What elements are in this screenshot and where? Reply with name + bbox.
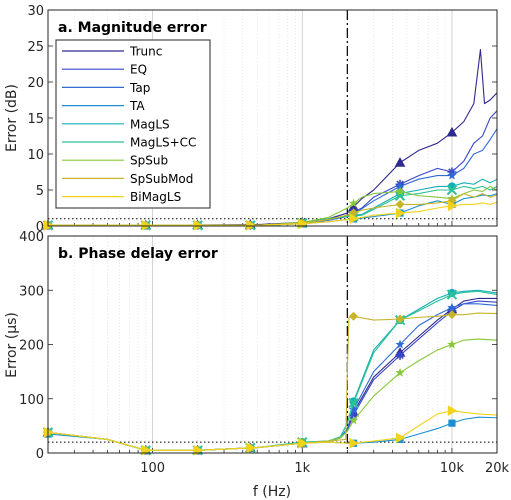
x-tick-label: 10k <box>440 461 465 476</box>
y-tick-label: 15 <box>27 112 44 127</box>
y-tick-label: 0 <box>36 220 44 235</box>
x-tick-labels: 100 1k 10k 20k <box>140 461 509 476</box>
data-point-marker <box>348 404 359 414</box>
data-point-marker <box>193 219 204 231</box>
x-axis-label: f (Hz) <box>253 484 291 500</box>
data-point-marker <box>349 410 359 420</box>
data-point-marker <box>349 437 360 449</box>
data-point-marker <box>141 219 152 231</box>
y-tick-label: 25 <box>27 40 44 55</box>
x-tick-label: 100 <box>140 461 165 476</box>
y-tick-label: 30 <box>27 4 44 19</box>
panel-b-plot <box>42 288 498 456</box>
legend-label: SpSubMod <box>130 172 193 186</box>
data-point-marker <box>394 190 406 201</box>
data-point-marker <box>446 289 458 300</box>
data-point-marker <box>447 200 458 212</box>
panel-b-yticks: 0 100 200 300 400 <box>19 230 497 462</box>
legend-entry-magls-cc: MagLS+CC <box>62 136 196 150</box>
legend-label: BiMagLS <box>130 190 181 204</box>
legend-label: MagLS <box>130 117 170 131</box>
data-point-marker <box>348 198 359 208</box>
x-tick-label: 20k <box>485 461 510 476</box>
panel-b-ylabel: Error (μs) <box>4 312 20 378</box>
y-tick-label: 20 <box>27 76 44 91</box>
y-tick-label: 10 <box>27 148 44 163</box>
panel-b-background <box>48 236 497 453</box>
data-point-marker <box>447 405 458 417</box>
data-point-marker <box>395 314 405 324</box>
data-point-marker <box>395 199 405 209</box>
data-point-marker <box>395 181 405 191</box>
data-point-marker <box>395 186 405 196</box>
panel-a-plot <box>42 49 498 231</box>
data-point-marker <box>246 442 256 454</box>
legend-label: EQ <box>130 63 147 77</box>
panel-b-grid <box>73 236 498 453</box>
data-point-marker <box>395 367 405 377</box>
legend: Trunc EQ Tap TA MagLS MagLS+CC SpSub SpSubMod Bi… <box>55 39 211 209</box>
x-tick-label: 1k <box>294 461 310 476</box>
data-point-marker <box>447 339 457 349</box>
data-point-marker <box>395 339 405 349</box>
panel-a: 0 5 10 15 20 25 30 a. Magnitude error Error (d… <box>4 4 498 235</box>
legend-label: MagLS+CC <box>130 136 196 150</box>
data-point-marker <box>446 184 458 196</box>
data-point-marker <box>395 207 406 219</box>
data-point-marker <box>349 213 360 224</box>
legend-entry-magls: MagLS <box>62 117 170 131</box>
panel-b-refs <box>48 236 497 453</box>
data-point-marker <box>446 126 458 137</box>
legend-label: TA <box>129 99 145 113</box>
data-point-marker <box>349 311 359 321</box>
legend-entry-eq: EQ <box>62 63 147 77</box>
data-point-marker <box>395 350 405 360</box>
y-tick-label: 0 <box>36 447 44 462</box>
y-tick-label: 100 <box>19 393 44 408</box>
panel-a-refs <box>48 10 497 226</box>
legend-entry-spsubmod: SpSubMod <box>62 172 193 186</box>
data-point-marker <box>298 437 308 449</box>
legend-label: Tap <box>129 81 150 95</box>
legend-entry-trunc: Trunc <box>62 45 162 59</box>
data-point-marker <box>348 415 359 425</box>
legend-entry-bimagls: BiMagLS <box>62 190 181 204</box>
panel-b: 0 100 200 300 400 100 1k 10k 20k b. Phase delay… <box>4 230 510 500</box>
panel-a-ylabel: Error (dB) <box>4 84 20 152</box>
y-tick-label: 5 <box>36 184 44 199</box>
legend-entry-ta: TA <box>62 99 145 113</box>
panel-a-yticks: 0 5 10 15 20 25 30 <box>27 4 497 235</box>
data-point-marker <box>348 397 359 409</box>
panel-b-title: b. Phase delay error <box>58 246 218 262</box>
data-point-marker <box>447 170 457 180</box>
data-point-marker <box>395 432 406 444</box>
data-point-marker <box>246 219 256 231</box>
legend-label: SpSub <box>130 154 168 168</box>
panel-a-title: a. Magnitude error <box>58 20 207 36</box>
data-point-marker <box>448 419 456 427</box>
data-point-marker <box>394 157 406 167</box>
data-point-marker <box>447 310 457 320</box>
y-tick-label: 200 <box>19 339 44 354</box>
legend-entry-tap: Tap <box>62 81 150 95</box>
y-tick-label: 300 <box>19 284 44 299</box>
legend-entry-spsub: SpSub <box>62 154 168 168</box>
data-point-marker <box>447 302 457 312</box>
y-tick-label: 400 <box>19 230 44 245</box>
legend-label: Trunc <box>129 45 162 59</box>
